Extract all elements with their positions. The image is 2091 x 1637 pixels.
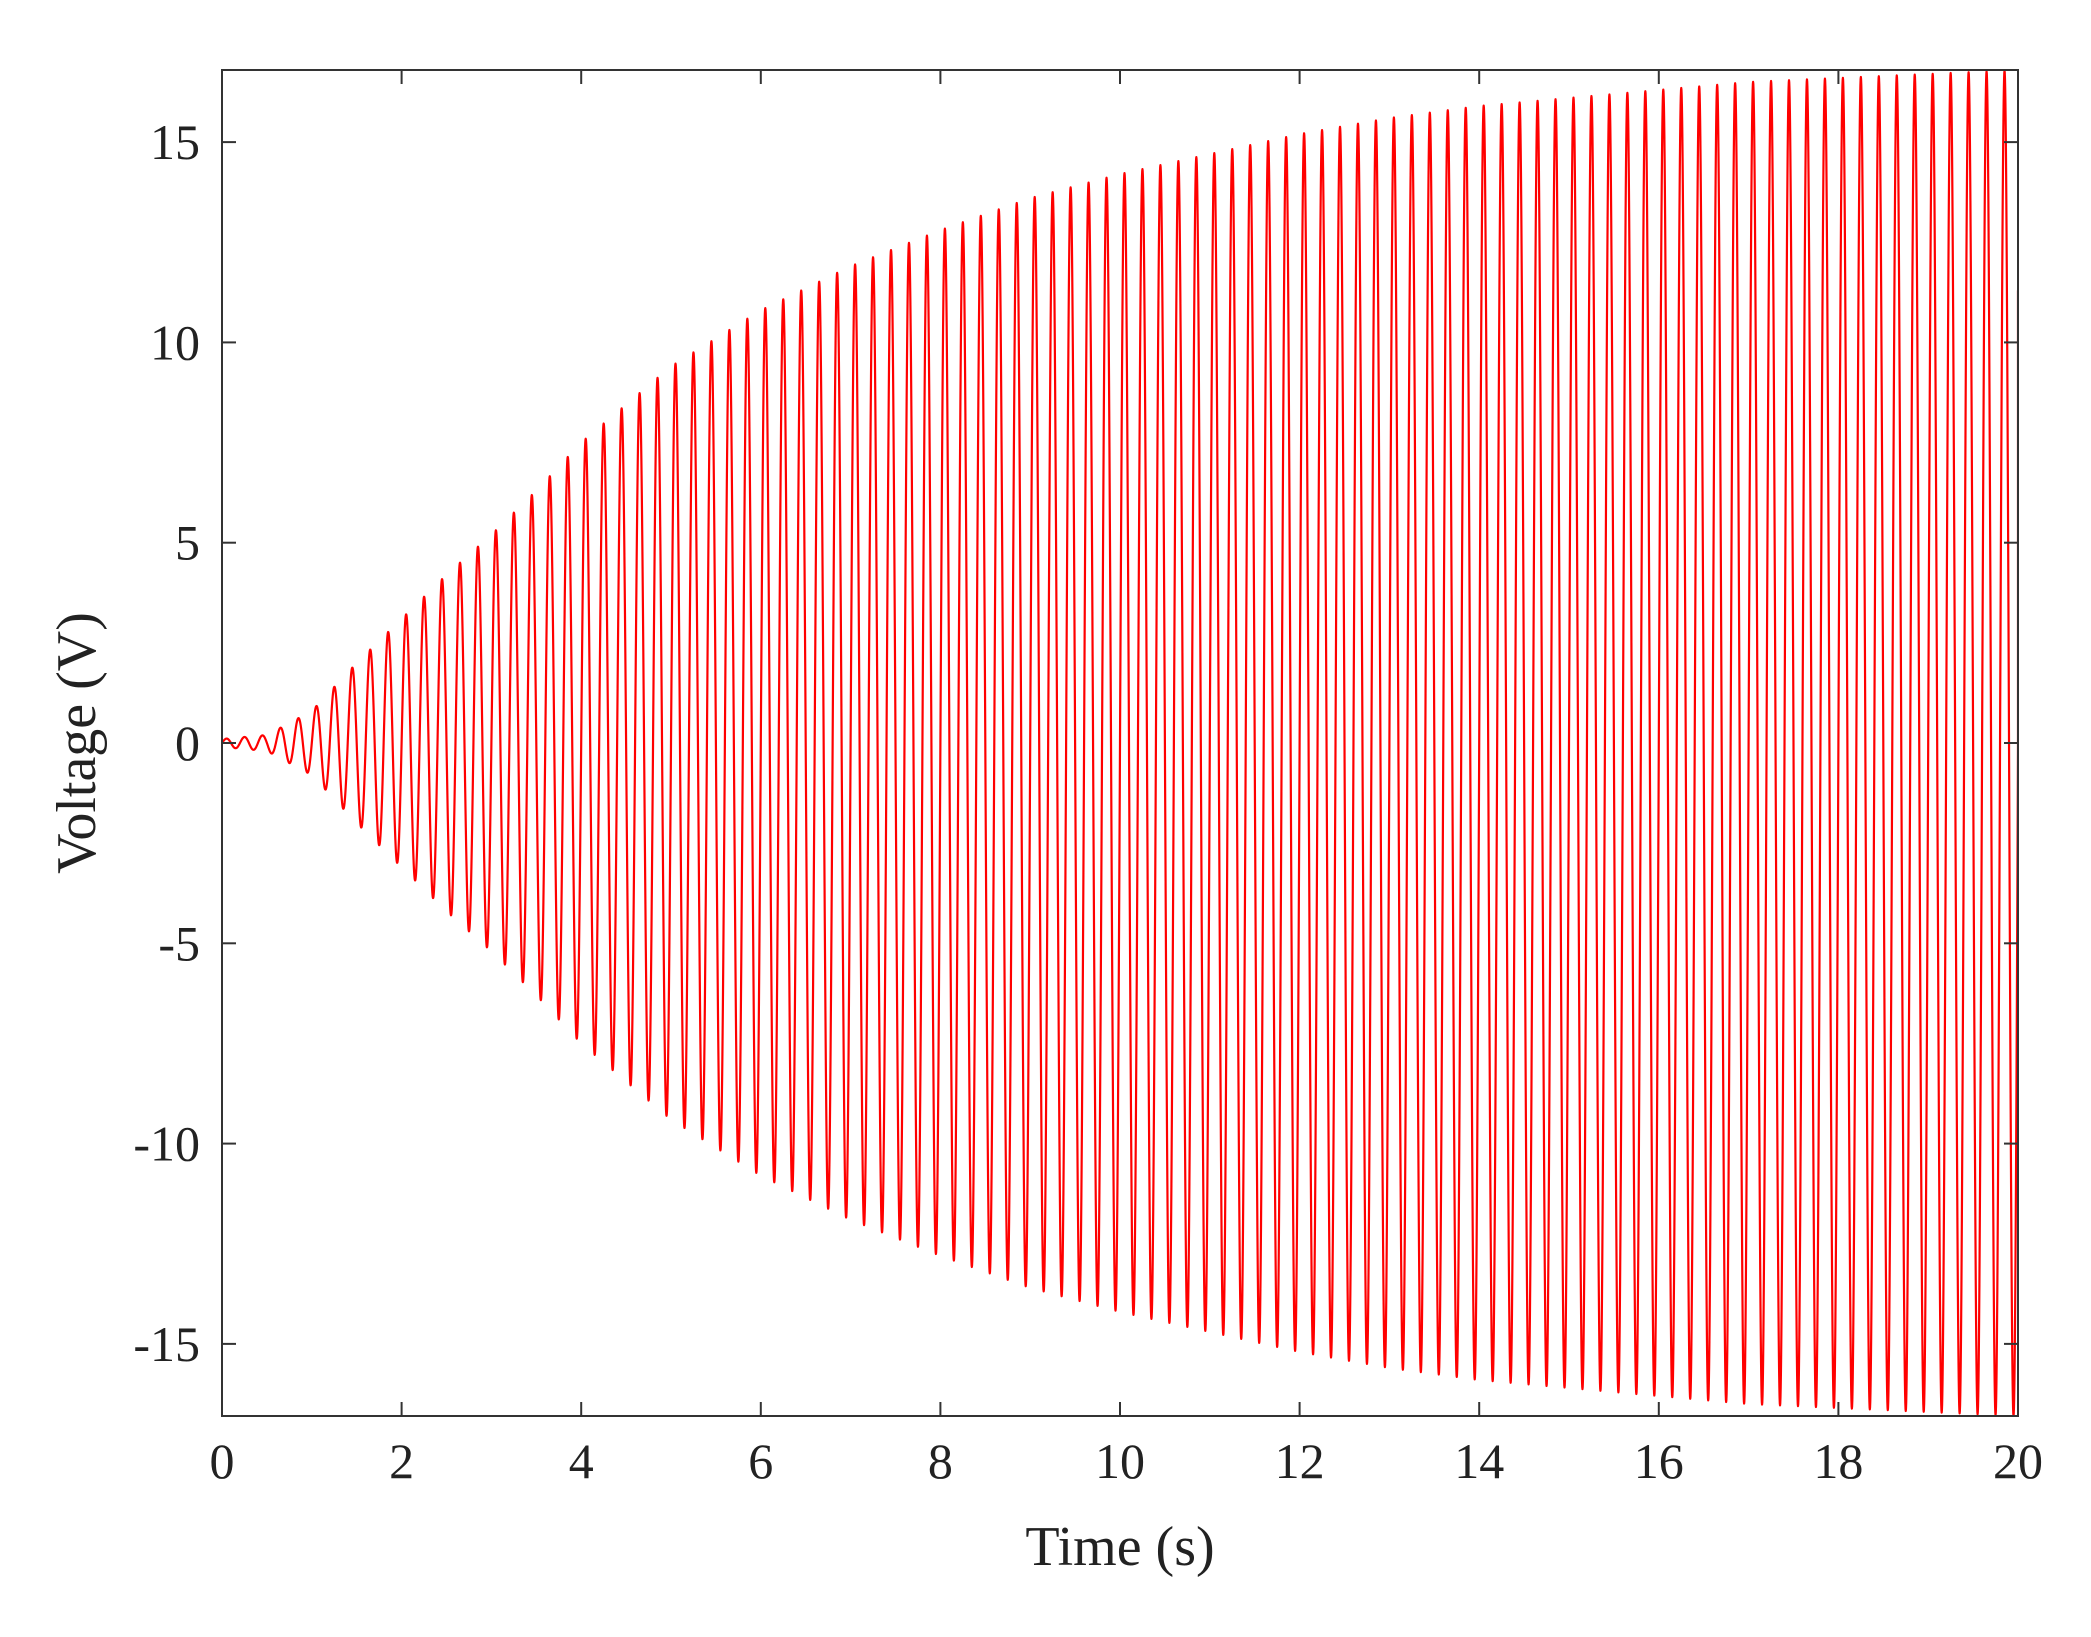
- x-tick-label: 4: [569, 1433, 594, 1489]
- tick-layer: 0 2 4 6 8 10 12 14 16 18 20 15 10 5 0 -5 -10 -15: [133, 70, 2043, 1489]
- x-tick-label: 2: [389, 1433, 414, 1489]
- y-tick-label: -10: [133, 1116, 200, 1172]
- x-tick-label: 18: [1813, 1433, 1863, 1489]
- x-tick-label: 0: [210, 1433, 235, 1489]
- x-axis-title: Time (s): [1025, 1516, 1214, 1578]
- voltage-series-line-0: [222, 70, 2018, 1416]
- x-tick-label: 8: [928, 1433, 953, 1489]
- x-tick-label: 14: [1454, 1433, 1504, 1489]
- x-tick-label: 16: [1634, 1433, 1684, 1489]
- y-tick-label: -5: [158, 915, 200, 971]
- y-tick-label: 10: [150, 314, 200, 370]
- y-tick-label: -15: [133, 1316, 200, 1372]
- plot-layer: [222, 70, 2018, 1416]
- x-tick-label: 10: [1095, 1433, 1145, 1489]
- y-axis-title: Voltage (V): [46, 612, 108, 874]
- x-tick-label: 6: [748, 1433, 773, 1489]
- y-tick-label: 0: [175, 715, 200, 771]
- y-tick-label: 5: [175, 515, 200, 571]
- y-tick-label: 15: [150, 114, 200, 170]
- x-tick-label: 20: [1993, 1433, 2043, 1489]
- x-tick-label: 12: [1275, 1433, 1325, 1489]
